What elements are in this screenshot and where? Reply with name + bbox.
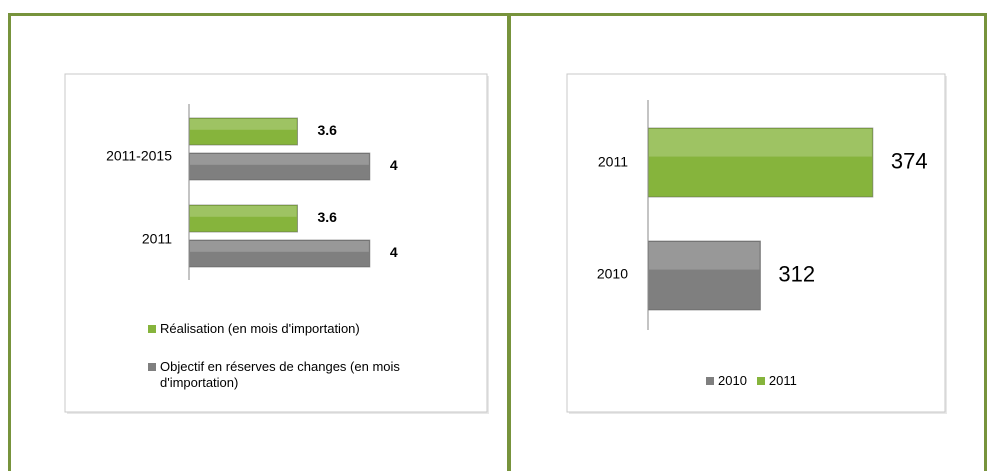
legend-text: Objectif en réserves de changes (en mois… [160,359,400,390]
data-label: 3.6 [318,209,338,225]
data-label: 4 [390,244,398,260]
bar-shine [649,129,872,157]
bar-shine [649,242,760,270]
legend: Réalisation (en mois d'importation) Objec… [148,321,428,413]
bar [188,152,371,181]
bar-shine [190,119,297,130]
category-label: 2011-2015 [106,148,172,164]
legend-item: Réalisation (en mois d'importation) [148,321,428,337]
legend-text: 2011 [768,373,797,388]
bar [647,240,761,311]
legend-item: Objectif en réserves de changes (en mois… [148,359,428,391]
legend-swatch [756,377,765,385]
legend: 2010 2011 [706,373,906,389]
bar-shine [190,206,297,217]
data-label: 312 [778,261,815,286]
bar [188,239,371,268]
frame-left [8,13,11,471]
frame-middle [507,13,511,471]
frame-right [984,13,987,471]
bar-shine [190,154,369,165]
legend-text: Réalisation (en mois d'importation) [160,321,360,336]
frame-top [8,13,986,16]
category-label: 2011 [598,154,628,170]
legend-swatch [148,325,156,333]
legend-text: 2010 [718,373,747,388]
data-label: 4 [390,157,398,173]
bar [647,127,874,198]
legend-item: 2011 [756,373,797,389]
bar [188,117,298,146]
bar-shine [190,241,369,252]
data-label: 374 [891,148,928,173]
data-label: 3.6 [318,122,338,138]
category-label: 2010 [597,266,628,282]
category-label: 2011 [142,231,172,247]
legend-item: 2010 [706,373,747,389]
legend-swatch [706,377,714,385]
legend-swatch [148,363,156,371]
